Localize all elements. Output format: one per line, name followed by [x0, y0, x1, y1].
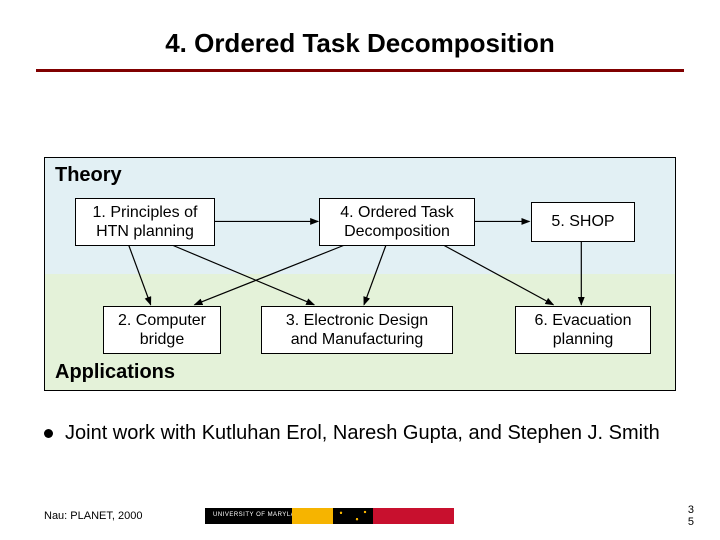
- page-title: 4. Ordered Task Decomposition: [0, 0, 720, 69]
- page-number-bottom: 5: [688, 516, 694, 528]
- node-n1: 1. Principles ofHTN planning: [75, 198, 215, 246]
- page-number-top: 3: [688, 504, 694, 516]
- footer-flag-bar: UNIVERSITY OF MARYLAND: [205, 508, 495, 524]
- bullet-text: Joint work with Kutluhan Erol, Naresh Gu…: [65, 420, 660, 447]
- title-underline: [36, 69, 684, 72]
- page-number: 3 5: [688, 504, 694, 528]
- bullet-dot-icon: [44, 429, 53, 438]
- node-n3: 3. Electronic Designand Manufacturing: [261, 306, 453, 354]
- node-n2: 2. Computerbridge: [103, 306, 221, 354]
- node-n4: 4. Ordered TaskDecomposition: [319, 198, 475, 246]
- bullet-item: Joint work with Kutluhan Erol, Naresh Gu…: [44, 420, 676, 447]
- applications-label: Applications: [55, 361, 175, 384]
- theory-label: Theory: [55, 164, 122, 187]
- node-n5: 5. SHOP: [531, 202, 635, 242]
- footer-citation: Nau: PLANET, 2000: [44, 510, 142, 522]
- diagram-container: Theory Applications 1. Principles ofHTN …: [44, 157, 676, 391]
- node-n6: 6. Evacuationplanning: [515, 306, 651, 354]
